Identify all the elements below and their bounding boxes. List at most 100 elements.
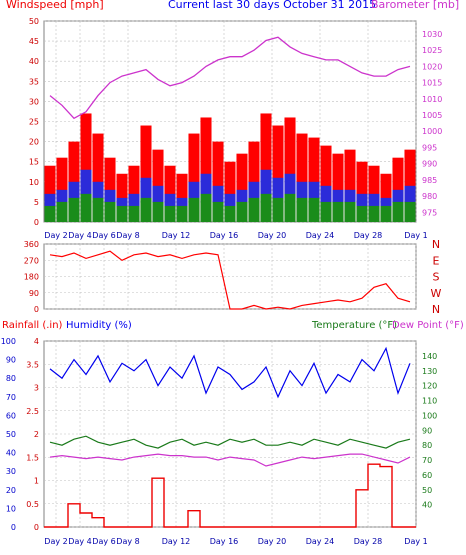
rainfall-tick-label: 2.5 — [26, 407, 39, 416]
wind-low-bar — [380, 205, 392, 222]
wind-low-bar — [368, 205, 380, 222]
wind-low-bar — [140, 197, 152, 222]
wind-gust-bar — [200, 117, 212, 222]
humidity-tick-label: 100 — [1, 337, 16, 346]
wind-gust-bar — [260, 113, 272, 222]
x-tick-label: Day 28 — [354, 231, 383, 240]
temperature-tick-label: 40 — [422, 501, 432, 510]
humidity-axis-title: Humidity (%) — [66, 320, 132, 331]
direction-tick-label: 270 — [24, 256, 39, 265]
humidity-tick-label: 50 — [6, 430, 16, 439]
barometer-tick-label: 1015 — [422, 79, 442, 88]
compass-label: N — [432, 238, 440, 251]
x-tick-label: Day 28 — [354, 537, 383, 546]
direction-tick-label: 90 — [29, 289, 39, 298]
x-tick-label: Day 4 — [68, 537, 91, 546]
direction-tick-label: 0 — [34, 305, 39, 314]
wind-tick-label: 25 — [29, 118, 39, 127]
rainfall-tick-label: 4 — [34, 337, 39, 346]
wind-low-bar — [284, 193, 296, 222]
temperature-tick-label: 70 — [422, 456, 432, 465]
wind-tick-label: 20 — [29, 138, 39, 147]
temperature-axis-title: Temperature (°F) — [312, 320, 398, 331]
direction-tick-label: 360 — [24, 240, 39, 249]
wind-low-bar — [164, 205, 176, 222]
x-tick-label: Day 20 — [258, 231, 287, 240]
wind-gust-bar — [236, 153, 248, 222]
wind-low-bar — [308, 197, 320, 222]
x-tick-label: Day 2 — [44, 537, 67, 546]
compass-label: E — [433, 254, 440, 267]
wind-gust-bar — [284, 117, 296, 222]
temperature-tick-label: 120 — [422, 382, 437, 391]
dewpoint-line — [49, 453, 411, 467]
barometer-tick-label: 1010 — [422, 95, 442, 104]
wind-low-bar — [344, 201, 356, 222]
wind-low-bar — [296, 197, 308, 222]
wind-low-bar — [320, 201, 332, 222]
x-tick-label: Day 1 — [404, 537, 427, 546]
x-tick-label: Day 12 — [162, 231, 191, 240]
humidity-line — [49, 346, 411, 399]
x-tick-label: Day 20 — [258, 537, 287, 546]
x-tick-label: Day 24 — [306, 231, 335, 240]
temperature-tick-label: 90 — [422, 426, 432, 435]
barometer-tick-label: 1005 — [422, 111, 442, 120]
windspeed-axis-title: Windspeed [mph] — [6, 0, 104, 11]
wind-gust-bar — [224, 161, 236, 222]
wind-low-bar — [260, 193, 272, 222]
wind-gust-bar — [344, 149, 356, 222]
wind-tick-label: 35 — [29, 77, 39, 86]
temperature-tick-label: 60 — [422, 471, 432, 480]
x-tick-label: Day 16 — [210, 537, 239, 546]
wind-tick-label: 30 — [29, 97, 39, 106]
x-tick-label: Day 4 — [68, 231, 91, 240]
humidity-tick-label: 80 — [6, 374, 16, 383]
rainfall-tick-label: 3 — [34, 384, 39, 393]
wind-low-bar — [56, 201, 68, 222]
humidity-tick-label: 30 — [6, 467, 16, 476]
wind-gust-bar — [356, 161, 368, 222]
barometer-axis-title: Barometer [mb] — [371, 0, 460, 11]
rainfall-tick-label: 1 — [34, 477, 39, 486]
barometer-tick-label: 1020 — [422, 62, 442, 71]
x-tick-label: Day 6 — [92, 537, 115, 546]
humidity-tick-label: 90 — [6, 356, 16, 365]
wind-low-bar — [80, 193, 92, 222]
wind-low-bar — [212, 201, 224, 222]
temperature-line — [49, 435, 411, 449]
wind-gust-bar — [188, 133, 200, 222]
direction-tick-label: 180 — [24, 273, 39, 282]
wind-low-bar — [272, 197, 284, 222]
temperature-tick-label: 50 — [422, 486, 432, 495]
temperature-tick-label: 140 — [422, 352, 437, 361]
wind-direction-line — [49, 250, 411, 310]
compass-label: N — [432, 303, 440, 316]
wind-low-bar — [92, 197, 104, 222]
wind-tick-label: 40 — [29, 57, 39, 66]
wind-gust-bar — [320, 145, 332, 222]
wind-gust-bar — [92, 133, 104, 222]
wind-low-bar — [392, 201, 404, 222]
wind-low-bar — [176, 205, 188, 222]
rainfall-axis-title: Rainfall (.in) — [2, 320, 63, 331]
barometer-tick-label: 1000 — [422, 127, 442, 136]
humidity-tick-label: 60 — [6, 411, 16, 420]
rainfall-tick-label: 0 — [34, 523, 39, 532]
x-tick-label: Day 8 — [116, 537, 139, 546]
wind-gust-bar — [296, 133, 308, 222]
humidity-tick-label: 10 — [6, 504, 16, 513]
wind-low-bar — [116, 205, 128, 222]
humidity-tick-label: 0 — [11, 523, 16, 532]
wind-tick-label: 5 — [34, 198, 39, 207]
barometer-tick-label: 985 — [422, 176, 437, 185]
wind-tick-label: 50 — [29, 17, 39, 26]
barometer-tick-label: 995 — [422, 143, 437, 152]
x-tick-label: Day 1 — [404, 231, 427, 240]
compass-label: S — [433, 271, 440, 284]
chart-title: Current last 30 days October 31 2015 — [168, 0, 377, 11]
wind-gust-bar — [140, 125, 152, 222]
wind-gust-bar — [80, 113, 92, 222]
